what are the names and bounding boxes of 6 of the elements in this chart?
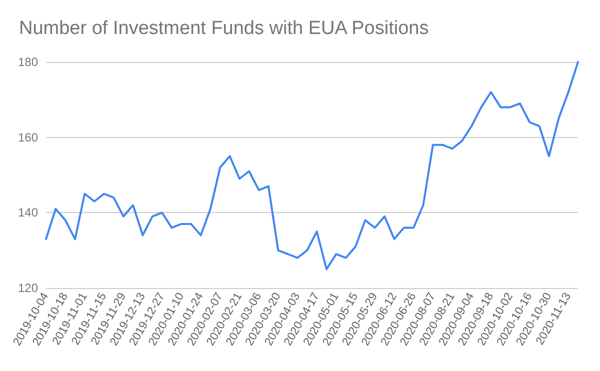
y-tick-label: 120 bbox=[18, 281, 38, 295]
line-series bbox=[45, 61, 579, 270]
y-tick-label: 140 bbox=[18, 206, 38, 220]
y-tick-label: 180 bbox=[18, 55, 38, 69]
y-tick-label: 160 bbox=[18, 130, 38, 144]
chart-title: Number of Investment Funds with EUA Positions bbox=[19, 18, 429, 39]
